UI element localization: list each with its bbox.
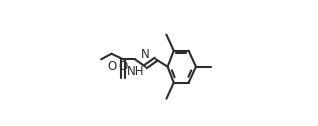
Text: O: O [107,60,116,73]
Text: O: O [119,60,128,73]
Text: N: N [141,48,149,61]
Text: NH: NH [127,66,144,78]
